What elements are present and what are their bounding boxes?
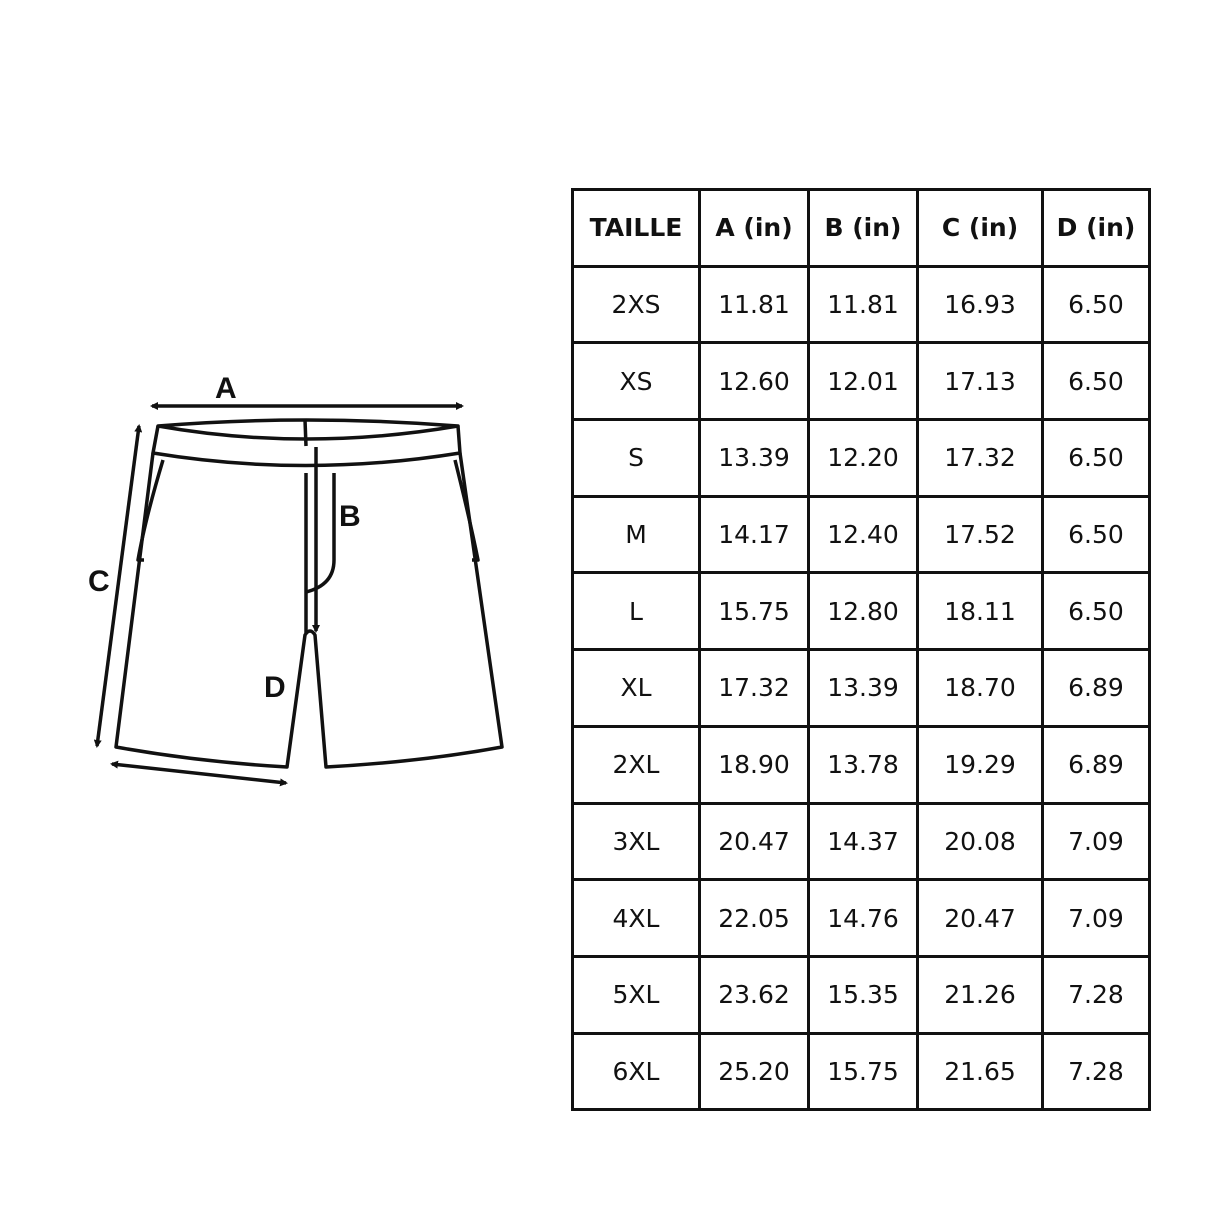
measure-cell: 6.50 <box>1041 494 1151 575</box>
measure-cell: 14.76 <box>807 878 919 958</box>
measure-cell: 13.78 <box>807 724 919 805</box>
measure-cell: 22.05 <box>698 878 810 958</box>
measure-cell: 12.80 <box>807 571 919 652</box>
label-a: A <box>215 372 237 405</box>
measure-cell: 13.39 <box>807 648 919 728</box>
table-row: 3XL 20.47 14.37 20.08 7.09 <box>571 801 1151 882</box>
size-cell: XS <box>571 341 701 422</box>
size-cell: XL <box>571 648 701 728</box>
measure-cell: 12.60 <box>698 341 810 422</box>
label-c: C <box>88 565 110 598</box>
measure-cell: 20.47 <box>916 878 1044 958</box>
label-d: D <box>264 671 286 704</box>
size-cell: L <box>571 571 701 652</box>
table-row: L 15.75 12.80 18.11 6.50 <box>571 571 1151 652</box>
measure-cell: 17.13 <box>916 341 1044 422</box>
table-row: XL 17.32 13.39 18.70 6.89 <box>571 648 1151 728</box>
header-row: TAILLE A (in) B (in) C (in) D (in) <box>571 188 1151 268</box>
measure-cell: 12.20 <box>807 418 919 498</box>
measure-cell: 6.50 <box>1041 341 1151 422</box>
table-row: 4XL 22.05 14.76 20.47 7.09 <box>571 878 1151 958</box>
measure-cell: 18.70 <box>916 648 1044 728</box>
size-cell: 4XL <box>571 878 701 958</box>
measure-cell: 6.50 <box>1041 418 1151 498</box>
measure-cell: 18.90 <box>698 724 810 805</box>
measure-cell: 18.11 <box>916 571 1044 652</box>
measure-cell: 17.32 <box>698 648 810 728</box>
table-row: S 13.39 12.20 17.32 6.50 <box>571 418 1151 498</box>
measure-cell: 17.32 <box>916 418 1044 498</box>
arrow-d <box>110 760 288 787</box>
measure-cell: 11.81 <box>807 264 919 345</box>
measure-cell: 12.40 <box>807 494 919 575</box>
size-cell: M <box>571 494 701 575</box>
shorts-diagram: A B C D <box>88 372 504 787</box>
measure-cell: 19.29 <box>916 724 1044 805</box>
measure-cell: 13.39 <box>698 418 810 498</box>
measure-cell: 20.47 <box>698 801 810 882</box>
size-cell: 5XL <box>571 954 701 1035</box>
size-cell: 2XS <box>571 264 701 345</box>
size-table: TAILLE A (in) B (in) C (in) D (in) 2XS 11… <box>571 188 1151 1112</box>
measure-cell: 25.20 <box>698 1031 810 1112</box>
measure-cell: 12.01 <box>807 341 919 422</box>
measure-cell: 20.08 <box>916 801 1044 882</box>
table-row: 5XL 23.62 15.35 21.26 7.28 <box>571 954 1151 1035</box>
measure-cell: 6.50 <box>1041 571 1151 652</box>
header-size: TAILLE <box>571 188 701 268</box>
measure-cell: 14.37 <box>807 801 919 882</box>
header-a: A (in) <box>698 188 810 268</box>
measure-cell: 7.09 <box>1041 801 1151 882</box>
measure-cell: 14.17 <box>698 494 810 575</box>
table-row: 6XL 25.20 15.75 21.65 7.28 <box>571 1031 1151 1112</box>
measure-cell: 6.50 <box>1041 264 1151 345</box>
measure-cell: 16.93 <box>916 264 1044 345</box>
measure-arrows <box>93 402 464 787</box>
measure-cell: 15.35 <box>807 954 919 1035</box>
size-cell: 3XL <box>571 801 701 882</box>
shorts-outline <box>114 418 504 769</box>
measure-cell: 23.62 <box>698 954 810 1035</box>
measure-cell: 7.28 <box>1041 1031 1151 1112</box>
header-c: C (in) <box>916 188 1044 268</box>
measure-cell: 15.75 <box>807 1031 919 1112</box>
header-b: B (in) <box>807 188 919 268</box>
measure-cell: 17.52 <box>916 494 1044 575</box>
size-cell: 2XL <box>571 724 701 805</box>
measure-cell: 15.75 <box>698 571 810 652</box>
table-row: 2XL 18.90 13.78 19.29 6.89 <box>571 724 1151 805</box>
measure-cell: 7.09 <box>1041 878 1151 958</box>
measure-cell: 21.26 <box>916 954 1044 1035</box>
measure-cell: 21.65 <box>916 1031 1044 1112</box>
size-cell: S <box>571 418 701 498</box>
arrow-c <box>93 424 143 748</box>
size-cell: 6XL <box>571 1031 701 1112</box>
measure-cell: 7.28 <box>1041 954 1151 1035</box>
table-row: M 14.17 12.40 17.52 6.50 <box>571 494 1151 575</box>
header-d: D (in) <box>1041 188 1151 268</box>
table-row: 2XS 11.81 11.81 16.93 6.50 <box>571 264 1151 345</box>
table-row: XS 12.60 12.01 17.13 6.50 <box>571 341 1151 422</box>
label-b: B <box>339 500 361 533</box>
measure-cell: 6.89 <box>1041 724 1151 805</box>
measure-cell: 11.81 <box>698 264 810 345</box>
measure-cell: 6.89 <box>1041 648 1151 728</box>
